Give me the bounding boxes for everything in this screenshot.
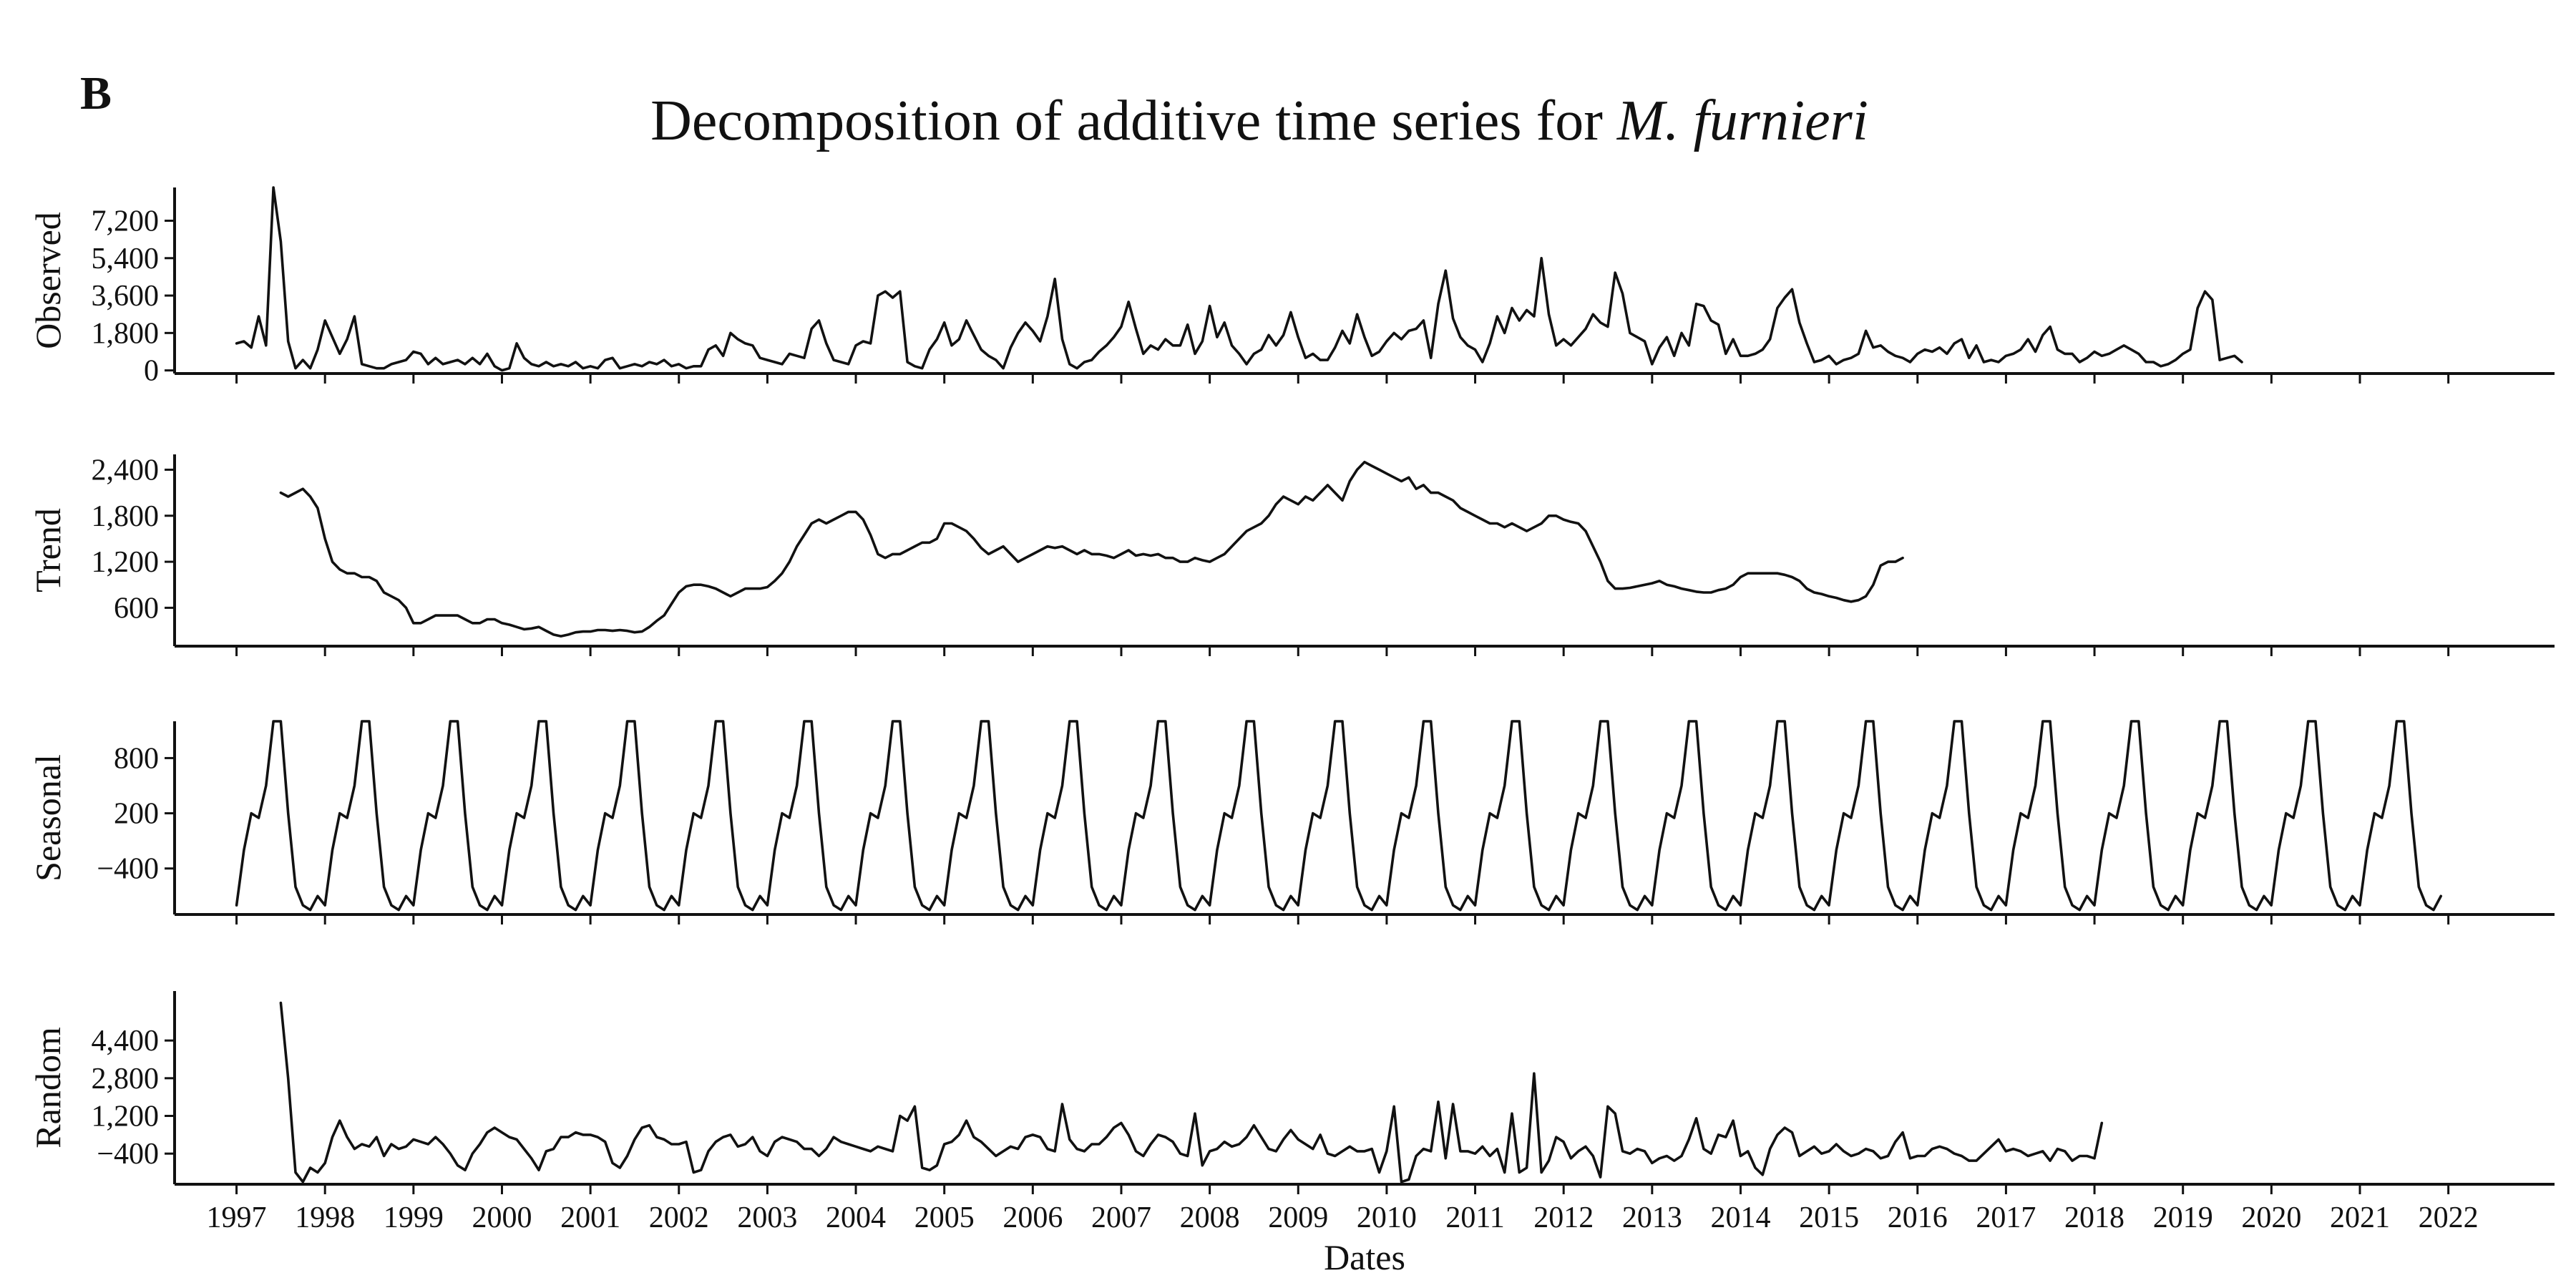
x-tick-label: 2017 bbox=[1976, 1201, 2036, 1234]
random-series-line bbox=[279, 1001, 2104, 1184]
x-tick-label: 2010 bbox=[1357, 1201, 1417, 1234]
observed-y-tick-label: 1,800 bbox=[92, 317, 160, 350]
x-tick-label: 2022 bbox=[2419, 1201, 2479, 1234]
random-y-tick-label: 2,800 bbox=[92, 1063, 160, 1096]
panel-random: Random −400 1,200 2,800 4,400 bbox=[28, 991, 2555, 1194]
x-tick-label: 2001 bbox=[560, 1201, 620, 1234]
x-tick-label: 2009 bbox=[1268, 1201, 1328, 1234]
seasonal-y-tick-label: −400 bbox=[97, 853, 159, 886]
x-tick-label: 2016 bbox=[1888, 1201, 1948, 1234]
panel-seasonal: Seasonal −400 200 800 bbox=[28, 720, 2555, 924]
x-axis-label: Dates bbox=[1324, 1237, 1405, 1277]
x-tick-label: 2012 bbox=[1533, 1201, 1594, 1234]
chart-title: Decomposition of additive time series fo… bbox=[650, 89, 1868, 152]
observed-y-tick-label: 3,600 bbox=[92, 280, 160, 313]
panel-label: B bbox=[80, 67, 112, 119]
observed-y-tick-label: 0 bbox=[144, 355, 159, 388]
x-tick-label: 1999 bbox=[384, 1201, 444, 1234]
observed-y-tick-label: 7,200 bbox=[92, 205, 160, 238]
observed-series-line bbox=[235, 186, 2243, 372]
trend-y-axis-label: Trend bbox=[28, 508, 68, 592]
x-tick-label: 2021 bbox=[2330, 1201, 2390, 1234]
random-y-tick-label: 1,200 bbox=[92, 1101, 160, 1133]
trend-y-tick-label: 1,800 bbox=[92, 500, 160, 533]
seasonal-y-axis-label: Seasonal bbox=[28, 754, 68, 882]
x-tick-label: 2015 bbox=[1799, 1201, 1859, 1234]
x-tick-label: 2011 bbox=[1445, 1201, 1504, 1234]
x-axis: 1997 1998 1999 2000 2001 2002 2003 2004 2005 2006… bbox=[207, 1201, 2479, 1234]
trend-y-tick-label: 1,200 bbox=[92, 546, 160, 579]
x-tick-label: 2014 bbox=[1710, 1201, 1770, 1234]
x-tick-label: 2000 bbox=[472, 1201, 532, 1234]
x-tick-label: 1998 bbox=[295, 1201, 355, 1234]
trend-y-tick-label: 600 bbox=[114, 592, 159, 625]
x-tick-label: 2018 bbox=[2064, 1201, 2124, 1234]
x-tick-label: 2020 bbox=[2241, 1201, 2301, 1234]
chart-title-prefix: Decomposition of additive time series fo… bbox=[650, 89, 1617, 152]
x-tick-label: 2002 bbox=[649, 1201, 709, 1234]
random-y-axis-label: Random bbox=[28, 1027, 68, 1148]
x-tick-label: 2004 bbox=[826, 1201, 886, 1234]
x-tick-label: 1997 bbox=[207, 1201, 267, 1234]
panel-trend: Trend 600 1,200 1,800 2,400 bbox=[28, 454, 2555, 656]
observed-y-axis-label: Observed bbox=[28, 212, 68, 349]
x-tick-label: 2008 bbox=[1180, 1201, 1240, 1234]
seasonal-y-tick-label: 800 bbox=[114, 742, 159, 775]
x-tick-label: 2005 bbox=[914, 1201, 975, 1234]
seasonal-series-line bbox=[235, 720, 2442, 912]
trend-series-line bbox=[279, 460, 1904, 638]
random-y-tick-label: −400 bbox=[97, 1138, 159, 1171]
observed-y-tick-label: 5,400 bbox=[92, 243, 160, 275]
x-tick-label: 2006 bbox=[1002, 1201, 1063, 1234]
x-tick-label: 2007 bbox=[1091, 1201, 1151, 1234]
x-tick-label: 2003 bbox=[737, 1201, 797, 1234]
chart-title-species: M. furnieri bbox=[1616, 89, 1868, 152]
trend-y-tick-label: 2,400 bbox=[92, 454, 160, 487]
random-y-tick-label: 4,400 bbox=[92, 1025, 160, 1058]
x-tick-label: 2013 bbox=[1622, 1201, 1682, 1234]
seasonal-y-tick-label: 200 bbox=[114, 798, 159, 831]
panel-observed: Observed 0 1,800 3,600 5,400 7,200 bbox=[28, 186, 2555, 388]
x-tick-label: 2019 bbox=[2153, 1201, 2213, 1234]
